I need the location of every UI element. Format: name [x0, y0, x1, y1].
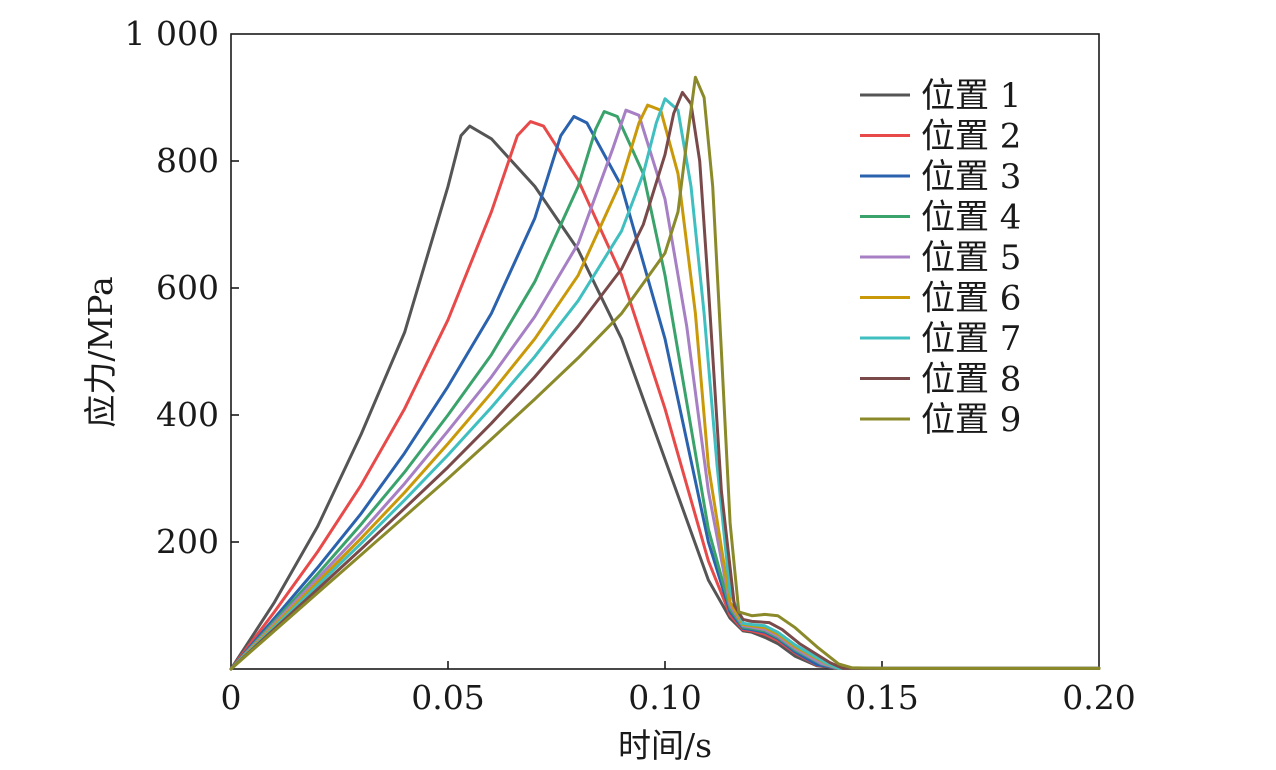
legend-label-9: 位置 9 — [921, 400, 1021, 440]
legend-label-3: 位置 3 — [921, 157, 1021, 197]
axis-ticks — [231, 160, 883, 669]
series-line-1 — [229, 124, 1101, 671]
series-line-5 — [229, 108, 1101, 671]
legend-label-1: 位置 1 — [921, 76, 1021, 116]
x-tick-label: 0 — [221, 678, 242, 717]
y-tick-label: 200 — [156, 522, 219, 561]
x-tick-label: 0.10 — [628, 678, 701, 717]
legend-label-4: 位置 4 — [921, 198, 1021, 238]
legend-label-6: 位置 6 — [921, 279, 1021, 319]
series-line-7 — [229, 97, 1101, 671]
y-axis-title: 应力/MPa — [81, 276, 120, 427]
x-tick-label: 0.15 — [845, 678, 918, 717]
y-tick-label: 800 — [156, 141, 219, 180]
y-tick-label: 1 000 — [125, 14, 219, 53]
series-line-9 — [229, 75, 1101, 671]
x-axis-title: 时间/s — [618, 726, 712, 765]
tick-labels: 0 0.05 0.10 0.15 0.20 200 400 600 800 1 000 — [125, 14, 1136, 717]
legend: 位置 1位置 2位置 3位置 4位置 5位置 6位置 7位置 8位置 9 — [860, 76, 1021, 440]
legend-label-7: 位置 7 — [921, 319, 1021, 359]
y-tick-label: 400 — [156, 395, 219, 434]
legend-label-2: 位置 2 — [921, 117, 1021, 157]
legend-label-5: 位置 5 — [921, 238, 1021, 278]
x-tick-label: 0.20 — [1062, 678, 1135, 717]
y-tick-label: 600 — [156, 268, 219, 307]
series-line-8 — [229, 90, 1101, 671]
series-layer — [229, 75, 1101, 671]
x-tick-label: 0.05 — [411, 678, 484, 717]
legend-label-8: 位置 8 — [921, 360, 1021, 400]
